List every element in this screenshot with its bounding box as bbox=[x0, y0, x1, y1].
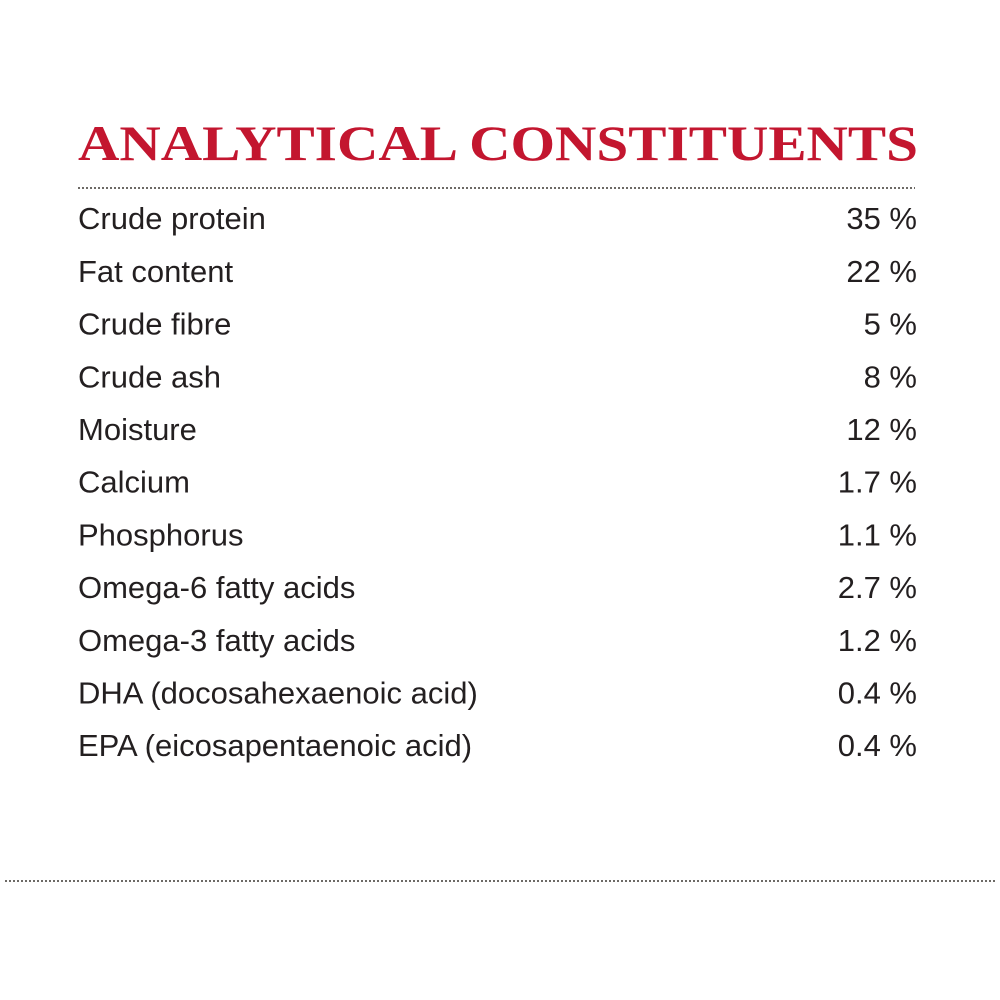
row-value: 8 % bbox=[864, 359, 917, 394]
row-label: Crude fibre bbox=[78, 307, 231, 342]
row-label: EPA (eicosapentaenoic acid) bbox=[78, 728, 472, 763]
row-value: 5 % bbox=[864, 307, 917, 342]
row-label: Crude ash bbox=[78, 359, 221, 394]
row-value: 2.7 % bbox=[838, 570, 917, 605]
row-label: Omega-6 fatty acids bbox=[78, 570, 355, 605]
row-label: Calcium bbox=[78, 465, 190, 500]
row-value: 35 % bbox=[846, 201, 917, 236]
row-label: DHA (docosahexaenoic acid) bbox=[78, 675, 478, 710]
row-value: 22 % bbox=[846, 254, 917, 289]
row-value: 12 % bbox=[846, 412, 917, 447]
row-value: 1.7 % bbox=[838, 465, 917, 500]
row-label: Omega-3 fatty acids bbox=[78, 623, 355, 658]
row-label: Crude protein bbox=[78, 201, 266, 236]
row-label: Fat content bbox=[78, 254, 233, 289]
row-value: 0.4 % bbox=[838, 728, 917, 763]
title: ANALYTICAL CONSTITUENTS bbox=[78, 115, 918, 171]
row-value: 1.2 % bbox=[838, 623, 917, 658]
row-value: 1.1 % bbox=[838, 517, 917, 552]
row-label: Phosphorus bbox=[78, 517, 243, 552]
row-value: 0.4 % bbox=[838, 675, 917, 710]
row-label: Moisture bbox=[78, 412, 197, 447]
